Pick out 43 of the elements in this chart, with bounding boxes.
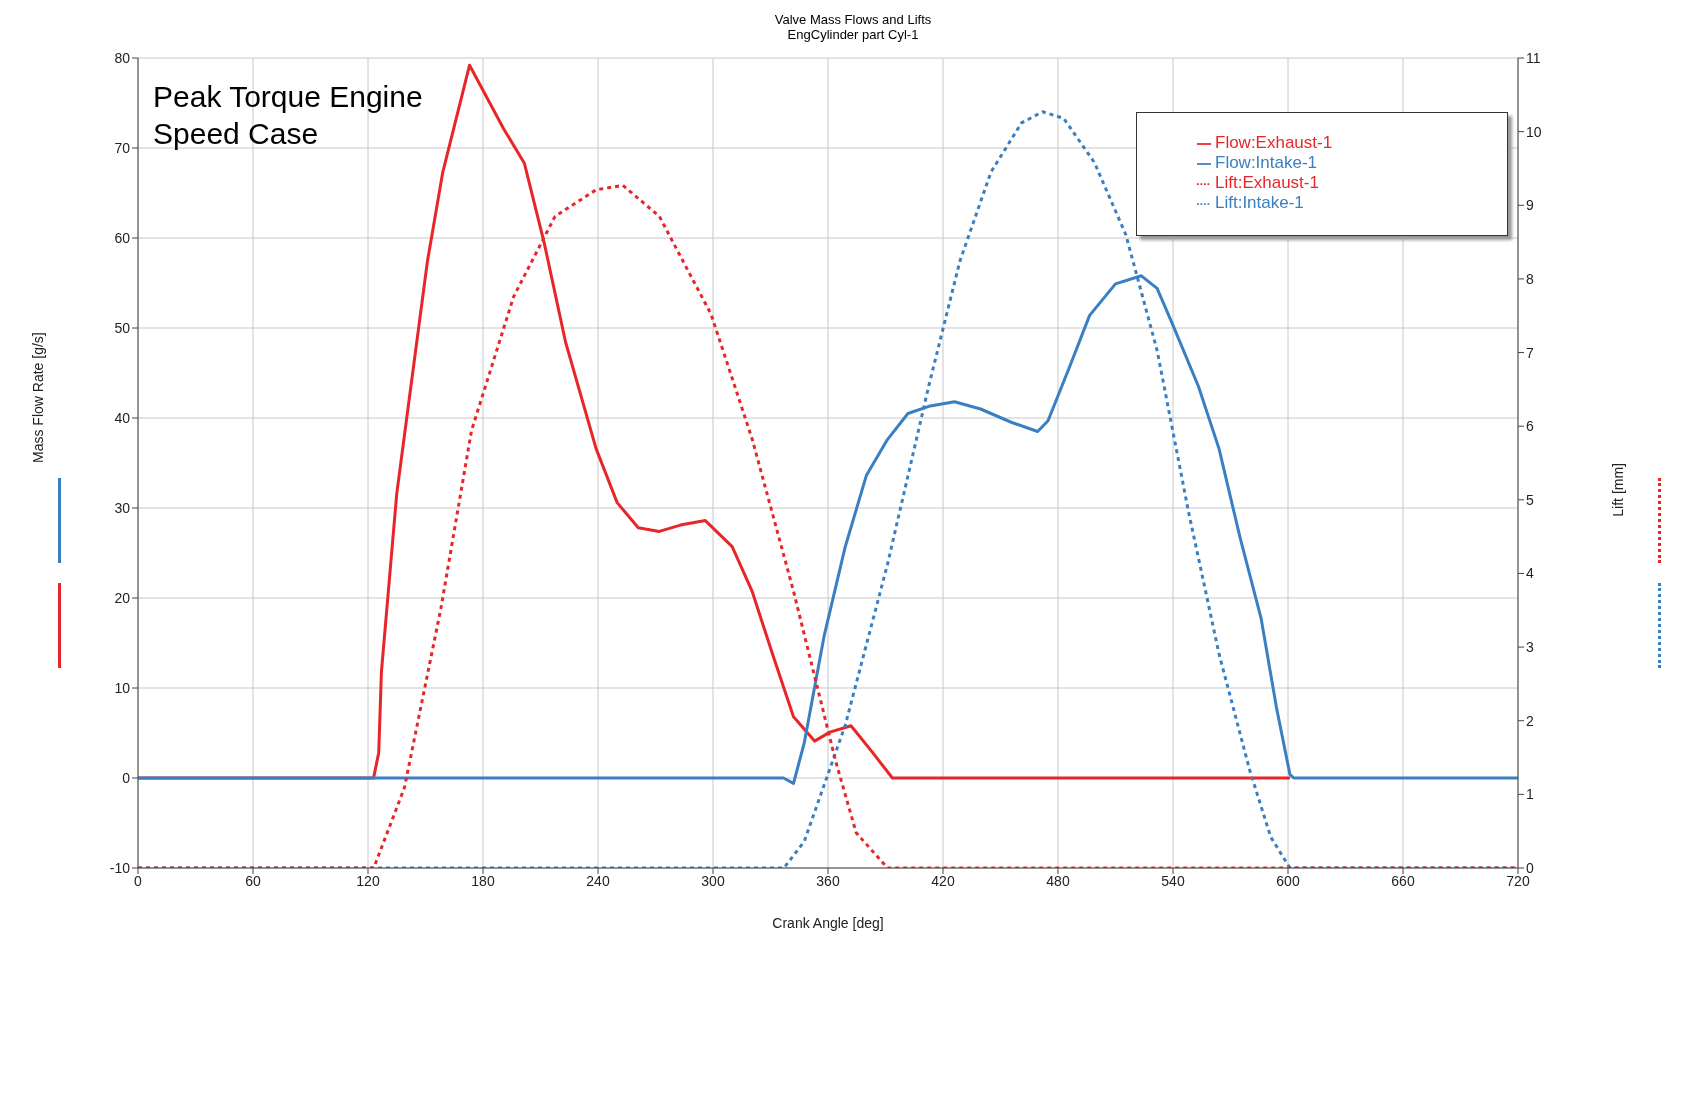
y-tick-label: 10 bbox=[114, 679, 131, 696]
y-tick-label: 80 bbox=[114, 49, 131, 66]
x-tick-label: 120 bbox=[356, 872, 380, 889]
y-tick-label: 30 bbox=[114, 499, 131, 516]
y2-tick-label: 11 bbox=[1526, 49, 1541, 66]
y2-tick-label: 5 bbox=[1526, 491, 1534, 508]
legend-label: Lift:Intake-1 bbox=[1215, 193, 1304, 212]
y-tick-label: 0 bbox=[122, 769, 131, 786]
y2-tick-label: 8 bbox=[1526, 270, 1534, 287]
y2-tick-label: 3 bbox=[1526, 639, 1534, 656]
y-axis-title: Mass Flow Rate [g/s] bbox=[29, 332, 46, 463]
y-tick-label: 60 bbox=[114, 229, 131, 246]
y2-tick-label: 9 bbox=[1526, 197, 1534, 214]
legend-label: Flow:Intake-1 bbox=[1215, 153, 1318, 172]
x-tick-label: 480 bbox=[1046, 872, 1070, 889]
x-tick-label: 660 bbox=[1391, 872, 1415, 889]
y2-tick-label: 2 bbox=[1526, 712, 1534, 729]
x-tick-label: 600 bbox=[1276, 872, 1300, 889]
legend-label: Flow:Exhaust-1 bbox=[1215, 133, 1333, 152]
legend-label: Lift:Exhaust-1 bbox=[1215, 173, 1319, 192]
y2-tick-label: 10 bbox=[1526, 123, 1542, 140]
x-tick-label: 240 bbox=[586, 872, 610, 889]
y2-tick-label: 7 bbox=[1526, 344, 1534, 361]
y-tick-label: -10 bbox=[109, 859, 131, 876]
y-tick-label: 50 bbox=[114, 319, 131, 336]
x-tick-label: 180 bbox=[471, 872, 495, 889]
y2-tick-label: 4 bbox=[1526, 565, 1534, 582]
x-tick-label: 540 bbox=[1161, 872, 1185, 889]
y2-tick-label: 6 bbox=[1526, 418, 1534, 435]
annotation: Peak Torque Engine Speed Case bbox=[153, 79, 424, 152]
x-tick-label: 360 bbox=[816, 872, 840, 889]
y-tick-label: 70 bbox=[114, 139, 131, 156]
x-tick-label: 0 bbox=[134, 872, 143, 889]
x-tick-label: 420 bbox=[931, 872, 955, 889]
x-axis-title: Crank Angle [deg] bbox=[772, 915, 884, 931]
x-tick-label: 300 bbox=[701, 872, 725, 889]
y2-tick-label: 1 bbox=[1526, 786, 1534, 803]
chart-title: Valve Mass Flows and Lifts bbox=[773, 11, 933, 27]
chart-subtitle: EngCylinder part Cyl-1 bbox=[786, 27, 920, 42]
y-tick-label: 40 bbox=[114, 409, 131, 426]
y2-axis-title: Lift [mm] bbox=[1609, 463, 1626, 517]
y-tick-label: 20 bbox=[114, 589, 131, 606]
x-tick-label: 60 bbox=[245, 872, 261, 889]
